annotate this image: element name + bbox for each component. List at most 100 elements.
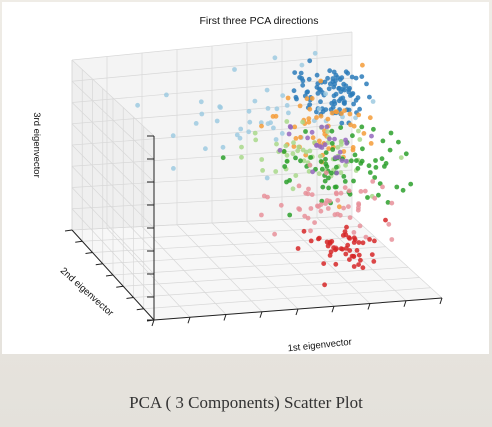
data-point-red	[343, 232, 349, 238]
data-point-light_blue	[273, 137, 279, 142]
data-point-red	[372, 238, 377, 244]
data-point-purple	[277, 147, 283, 153]
grid-line	[71, 102, 155, 183]
data-point-light_blue	[234, 132, 240, 138]
data-point-green	[385, 200, 391, 205]
data-point-pink	[389, 200, 395, 206]
axis-ticks	[64, 135, 443, 327]
data-point-pink	[346, 188, 352, 194]
data-point-blue	[314, 72, 320, 78]
data-point-light_green	[273, 169, 279, 174]
data-point-orange	[347, 111, 353, 117]
data-point-green	[308, 155, 314, 160]
data-point-green	[373, 158, 378, 163]
data-point-green	[329, 170, 334, 176]
data-point-green	[298, 158, 303, 164]
data-point-green	[330, 147, 336, 152]
data-point-red	[383, 217, 388, 223]
data-point-light_green	[284, 152, 290, 158]
x-axis-tick	[439, 297, 443, 305]
data-point-green	[341, 174, 347, 179]
data-point-blue	[326, 86, 332, 92]
grid-line	[71, 54, 353, 82]
data-point-light_blue	[198, 99, 204, 105]
data-point-light_blue	[193, 121, 199, 126]
data-point-green	[334, 164, 339, 170]
data-point-pink	[303, 190, 309, 196]
data-point-pink	[338, 190, 344, 196]
data-point-light_blue	[258, 120, 264, 126]
data-point-light_green	[307, 148, 313, 154]
data-point-light_blue	[268, 120, 273, 126]
data-point-light_green	[343, 162, 348, 168]
data-point-orange	[361, 131, 367, 136]
data-point-blue	[298, 70, 304, 76]
data-point-pink	[308, 228, 313, 234]
grid-line	[71, 80, 155, 160]
data-point-red	[356, 240, 362, 245]
data-point-blue	[294, 96, 299, 102]
pca-3d-scatter-plot: First three PCA directions 1st eigenvect…	[31, 15, 443, 354]
data-point-light_blue	[265, 106, 271, 111]
data-point-orange	[360, 62, 365, 68]
data-point-red	[344, 224, 349, 230]
data-point-light_blue	[264, 175, 270, 181]
data-point-light_green	[291, 140, 296, 146]
data-point-pink	[259, 212, 264, 218]
data-point-blue	[340, 95, 346, 101]
data-point-orange	[306, 116, 312, 121]
data-point-green	[322, 178, 328, 184]
data-point-orange	[292, 124, 298, 130]
data-point-light_blue	[214, 118, 220, 124]
data-point-pink	[323, 170, 329, 176]
data-point-green	[366, 163, 372, 169]
data-point-red	[343, 251, 349, 257]
data-point-light_green	[283, 143, 289, 149]
data-point-light_green	[301, 158, 307, 164]
data-point-light_blue	[271, 125, 276, 131]
grid-line	[246, 220, 335, 307]
data-point-pink	[272, 231, 277, 237]
data-point-light_green	[239, 154, 244, 160]
data-point-green	[371, 126, 376, 132]
data-point-pink	[357, 223, 363, 229]
data-point-red	[360, 240, 366, 246]
data-point-green	[318, 159, 324, 164]
data-point-green	[293, 155, 298, 161]
data-point-red	[334, 246, 339, 252]
data-point-blue	[318, 87, 323, 93]
data-point-light_blue	[220, 144, 226, 150]
data-point-orange	[342, 108, 347, 113]
data-point-blue	[307, 102, 313, 107]
y-axis-tick	[105, 274, 114, 277]
data-point-pink	[296, 206, 302, 212]
data-point-purple	[327, 136, 332, 142]
data-point-pink	[309, 192, 315, 198]
data-point-light_green	[339, 139, 344, 145]
data-point-green	[320, 184, 326, 190]
data-point-green	[365, 195, 370, 200]
data-point-green	[388, 130, 394, 136]
x-axis-tick	[151, 319, 155, 327]
data-point-green	[355, 166, 361, 171]
data-point-blue	[315, 91, 321, 96]
data-point-pink	[372, 195, 378, 201]
data-point-purple	[288, 124, 294, 130]
data-point-orange	[304, 96, 310, 102]
data-point-orange	[306, 119, 312, 125]
grid-line	[71, 59, 155, 137]
data-point-light_blue	[323, 91, 328, 97]
data-point-pink	[389, 237, 395, 242]
data-point-red	[345, 242, 351, 248]
data-point-light_blue	[316, 106, 322, 112]
y-axis-tick	[64, 229, 73, 232]
data-point-light_blue	[272, 55, 278, 61]
data-point-light_blue	[252, 98, 258, 104]
grid-line	[71, 77, 353, 103]
data-point-pink	[327, 198, 333, 204]
data-point-purple	[319, 124, 325, 130]
data-point-red	[356, 252, 362, 258]
data-point-light_green	[252, 130, 258, 136]
data-point-red	[367, 237, 372, 242]
grid-line	[82, 225, 364, 242]
